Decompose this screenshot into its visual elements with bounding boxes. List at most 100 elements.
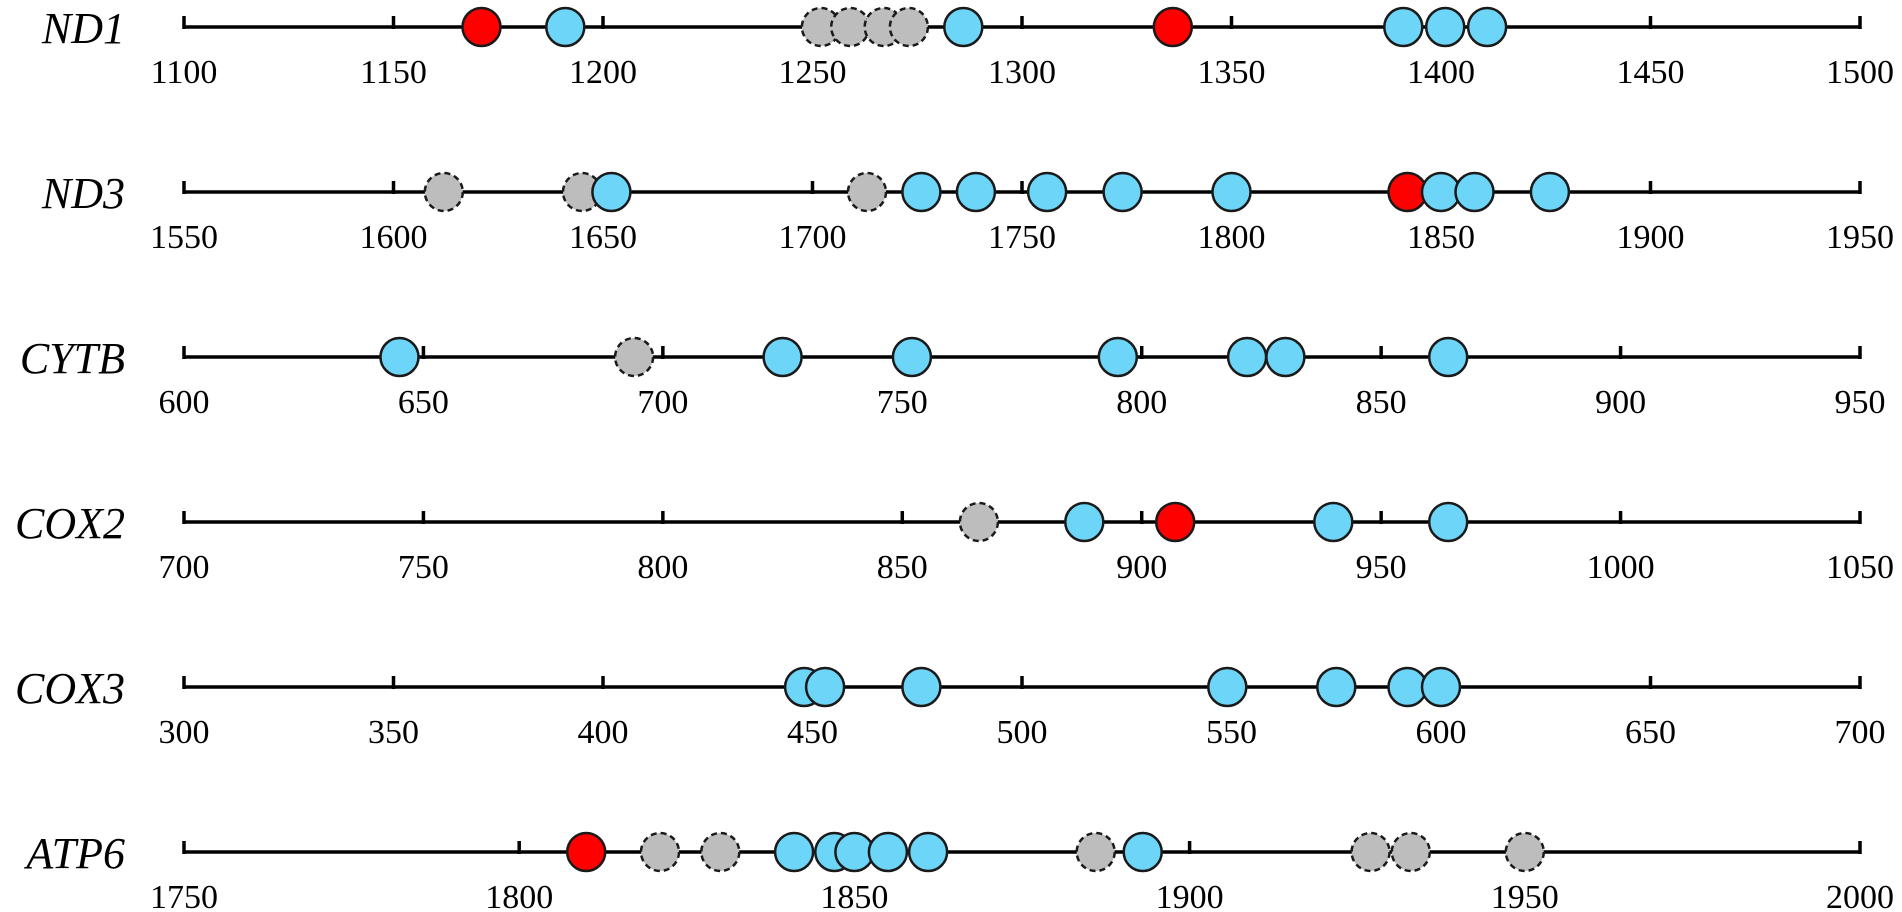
marker-blue — [907, 831, 949, 873]
tick-label: 1250 — [779, 54, 847, 91]
tick-label: 450 — [787, 714, 838, 751]
tick-label: 2000 — [1826, 879, 1894, 912]
tick-label: 1150 — [360, 54, 427, 91]
tick-label: 650 — [1625, 714, 1676, 751]
gene-label: COX2 — [15, 499, 125, 548]
gene-label: ATP6 — [23, 829, 125, 878]
tick-label: 1300 — [988, 54, 1056, 91]
tick-label: 1850 — [820, 879, 888, 912]
tick-label: 1350 — [1198, 54, 1266, 91]
tick-label: 1900 — [1156, 879, 1224, 912]
marker-blue — [943, 6, 984, 48]
tick-label: 850 — [1356, 384, 1407, 421]
marker-blue — [901, 666, 942, 708]
marker-blue — [1122, 831, 1163, 873]
tick-label: 400 — [578, 714, 629, 751]
marker-blue — [1466, 6, 1508, 48]
tick-label: 1200 — [569, 54, 637, 91]
tick-label: 700 — [637, 384, 688, 421]
marker-gray — [423, 171, 465, 213]
tick-label: 1850 — [1407, 219, 1475, 256]
marker-gray — [639, 831, 681, 873]
tick-label: 1700 — [779, 219, 847, 256]
marker-blue — [1064, 501, 1105, 543]
track-atp6: ATP6 1750 1800 1850 1900 1950 2000 — [23, 829, 1894, 912]
tick-label: 1400 — [1407, 54, 1475, 91]
marker-blue — [1454, 171, 1495, 213]
tick-label: 1450 — [1617, 54, 1685, 91]
marker-gray — [829, 6, 871, 48]
marker-blue — [1097, 336, 1139, 378]
marker-blue — [545, 6, 586, 48]
track-nd1: ND1 1100 1150 1200 1250 1300 1350 1400 1450 1500 — [41, 4, 1894, 91]
tick-label: 900 — [1595, 384, 1646, 421]
tick-label: 950 — [1356, 549, 1407, 586]
tick-label: 1050 — [1826, 549, 1894, 586]
tick-label: 650 — [398, 384, 449, 421]
marker-gray — [613, 336, 655, 378]
marker-blue — [1226, 336, 1268, 378]
track-nd3: ND3 1550 1600 1650 1700 1750 1800 1850 1900 1950 — [41, 169, 1894, 256]
marker-blue — [1026, 171, 1068, 213]
tick-label: 750 — [398, 549, 449, 586]
marker-blue — [1102, 171, 1143, 213]
marker-blue — [901, 171, 942, 213]
tick-label: 750 — [877, 384, 928, 421]
marker-blue — [891, 336, 933, 378]
marker-blue — [1427, 501, 1469, 543]
marker-blue — [1265, 336, 1306, 378]
tick-label: 800 — [1116, 384, 1167, 421]
tick-label: 800 — [637, 549, 688, 586]
marker-gray — [1075, 831, 1116, 873]
marker-gray — [700, 831, 741, 873]
marker-blue — [1529, 171, 1571, 213]
marker-blue — [955, 171, 997, 213]
tick-label: 1100 — [151, 54, 218, 91]
tick-label: 1500 — [1826, 54, 1894, 91]
gene-label: ND3 — [41, 169, 125, 218]
tick-label: 1750 — [150, 879, 218, 912]
track-cox3: COX3 300 350 400 450 500 550 600 650 700 — [15, 664, 1886, 751]
marker-blue — [1420, 666, 1462, 708]
tick-label: 350 — [368, 714, 419, 751]
marker-blue — [804, 666, 846, 708]
tick-label: 950 — [1835, 384, 1886, 421]
marker-red — [461, 6, 502, 48]
tick-label: 1650 — [569, 219, 637, 256]
marker-blue — [1211, 171, 1252, 213]
marker-red — [565, 831, 607, 873]
marker-red — [1154, 501, 1196, 543]
marker-gray — [1390, 831, 1432, 873]
marker-gray — [846, 171, 888, 213]
tick-label: 600 — [159, 384, 210, 421]
marker-blue — [773, 831, 815, 873]
marker-blue — [1207, 666, 1248, 708]
tick-label: 550 — [1206, 714, 1257, 751]
marker-blue — [1383, 6, 1424, 48]
marker-blue — [867, 831, 909, 873]
tick-label: 1950 — [1491, 879, 1559, 912]
marker-gray — [958, 501, 1000, 543]
tick-label: 500 — [997, 714, 1048, 751]
gene-label: ND1 — [41, 4, 125, 53]
marker-blue — [762, 336, 803, 378]
marker-gray — [888, 6, 930, 48]
tick-label: 700 — [159, 549, 210, 586]
marker-gray — [1350, 831, 1391, 873]
marker-blue — [1313, 501, 1354, 543]
tick-label: 900 — [1116, 549, 1167, 586]
gene-label: COX3 — [15, 664, 125, 713]
gene-label: CYTB — [20, 334, 125, 383]
tick-label: 1550 — [150, 219, 218, 256]
track-cox2: COX2 700 750 800 850 900 950 1000 1050 — [15, 499, 1894, 586]
tick-label: 1750 — [988, 219, 1056, 256]
tick-label: 300 — [159, 714, 210, 751]
marker-red — [1152, 6, 1194, 48]
marker-gray — [1504, 831, 1546, 873]
tick-label: 1000 — [1587, 549, 1655, 586]
tick-label: 1950 — [1826, 219, 1894, 256]
marker-blue — [1424, 6, 1466, 48]
marker-blue — [1316, 666, 1357, 708]
marker-blue — [1427, 336, 1469, 378]
